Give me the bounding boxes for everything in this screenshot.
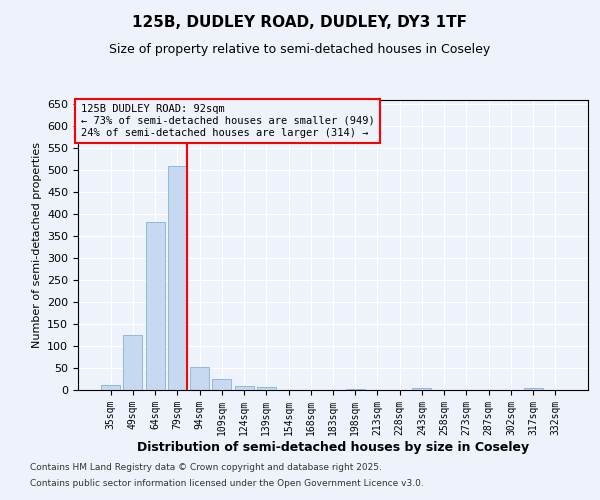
Text: Contains public sector information licensed under the Open Government Licence v3: Contains public sector information licen… (30, 478, 424, 488)
Text: Contains HM Land Registry data © Crown copyright and database right 2025.: Contains HM Land Registry data © Crown c… (30, 464, 382, 472)
Bar (124, 335, 142, 390)
Bar (190, 366, 209, 390)
Bar (257, 387, 276, 390)
Bar (212, 378, 231, 390)
Bar (346, 388, 365, 390)
Bar (524, 388, 542, 390)
Bar (235, 386, 254, 390)
Bar (168, 166, 187, 390)
Text: 125B, DUDLEY ROAD, DUDLEY, DY3 1TF: 125B, DUDLEY ROAD, DUDLEY, DY3 1TF (133, 15, 467, 30)
Bar (146, 222, 164, 390)
Y-axis label: Number of semi-detached properties: Number of semi-detached properties (32, 142, 41, 348)
Text: 125B DUDLEY ROAD: 92sqm
← 73% of semi-detached houses are smaller (949)
24% of s: 125B DUDLEY ROAD: 92sqm ← 73% of semi-de… (80, 104, 374, 138)
X-axis label: Distribution of semi-detached houses by size in Coseley: Distribution of semi-detached houses by … (137, 440, 529, 454)
Text: Size of property relative to semi-detached houses in Coseley: Size of property relative to semi-detach… (109, 42, 491, 56)
Bar (101, 384, 120, 390)
Bar (412, 388, 431, 390)
